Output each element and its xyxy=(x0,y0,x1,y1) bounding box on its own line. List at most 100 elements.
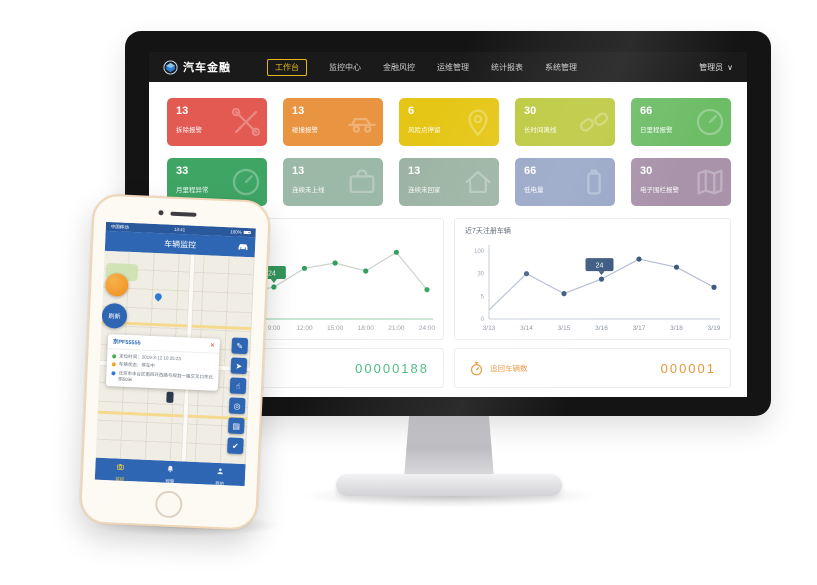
monitor-stand-base xyxy=(336,474,562,496)
stat-tile-1[interactable]: 13 碰撞报警 xyxy=(283,98,383,146)
svg-text:3/13: 3/13 xyxy=(483,325,496,332)
stat-tile-0[interactable]: 13 拆除报警 xyxy=(167,98,267,146)
svg-text:18:00: 18:00 xyxy=(358,325,375,332)
stat-tile-9[interactable]: 30 电子围栏报警 xyxy=(631,158,731,206)
tab-label: 预警 xyxy=(165,478,175,484)
nav-item-1[interactable]: 监控中心 xyxy=(329,62,361,72)
recovered-count-value: 000001 xyxy=(660,360,716,376)
weekly-chart-panel: 近7天注册车辆 0 5 30 100 3/13 3/14 3/15 3/16 3/17 3/18 3… xyxy=(454,218,731,340)
tile-label: 长时间离线 xyxy=(524,127,557,135)
nav-item-0[interactable]: 工作台 xyxy=(267,58,307,76)
list-icon[interactable]: ▤ xyxy=(227,417,245,435)
row-dot-icon xyxy=(111,362,116,367)
tile-value: 13 xyxy=(408,165,421,177)
tools-icon xyxy=(229,105,263,139)
nav-menu: 工作台 监控中心 金融风控 运维管理 统计报表 系统管理 xyxy=(267,58,577,76)
line-chart-svg: 0 5 30 100 3/13 3/14 3/15 3/16 3/17 3/18 3/19 24 xyxy=(474,245,721,332)
alert-fab[interactable] xyxy=(104,272,129,297)
tab-1[interactable]: 预警 xyxy=(145,460,196,484)
carrier-label: 中国移动 xyxy=(110,223,129,230)
svg-text:30: 30 xyxy=(477,272,484,278)
brand-logo-icon xyxy=(163,59,178,75)
plate-number: 京PF55555 xyxy=(112,339,141,347)
top-nav: 汽车金融 工作台 监控中心 金融风控 运维管理 统计报表 系统管理 管理员 ∨ xyxy=(149,52,747,82)
svg-text:5: 5 xyxy=(481,294,485,300)
car-icon[interactable] xyxy=(237,241,250,254)
touch-icon[interactable]: ☝ xyxy=(229,377,247,395)
tile-value: 13 xyxy=(292,105,305,117)
svg-text:24:00: 24:00 xyxy=(419,325,436,332)
battery-icon xyxy=(577,165,611,199)
svg-text:3/16: 3/16 xyxy=(595,325,608,332)
tile-value: 30 xyxy=(640,165,653,177)
tab-0[interactable]: 监控 xyxy=(95,458,146,482)
briefcase-icon xyxy=(345,165,379,199)
counters-row: 00000188 追回车辆数 000001 xyxy=(167,348,731,388)
svg-text:3/15: 3/15 xyxy=(558,325,571,332)
stat-tile-3[interactable]: 30 长时间离线 xyxy=(515,98,615,146)
tile-label: 风险点停留 xyxy=(408,127,441,135)
collision-icon xyxy=(345,105,379,139)
vehicle-card-rows: 定位时间：2019-3-12 10:25:23 车辆状态：停车中 北京市丰台区南四环… xyxy=(106,349,219,391)
user-name: 管理员 xyxy=(699,62,724,72)
nav-item-5[interactable]: 系统管理 xyxy=(545,62,577,72)
edit-icon[interactable]: ✎ xyxy=(231,337,249,355)
person-icon xyxy=(216,461,225,479)
map-pin-icon xyxy=(461,105,495,139)
svg-text:21:00: 21:00 xyxy=(388,325,405,332)
phone-screen: 中国移动 13:41 100% 车辆监控 刷新 xyxy=(94,221,256,487)
user-menu[interactable]: 管理员 ∨ xyxy=(699,62,733,73)
vehicle-info-card: 京PF55555 × 定位时间：2019-3-12 10:25:23 车辆状态：停… xyxy=(105,334,221,391)
camera-icon xyxy=(116,457,125,475)
svg-text:12:00: 12:00 xyxy=(296,325,313,332)
svg-text:100: 100 xyxy=(474,249,485,255)
battery-label: 100% xyxy=(230,229,251,235)
chain-icon xyxy=(577,105,611,139)
svg-text:24: 24 xyxy=(596,263,604,270)
map-road xyxy=(97,410,248,421)
nav-item-4[interactable]: 统计报表 xyxy=(491,62,523,72)
tile-value: 30 xyxy=(524,105,537,117)
stat-tiles: 13 拆除报警 13 碰撞报警 6 风险点停留 30 长时间离线 66 日里程报警 33 月里程异常 1… xyxy=(167,98,731,206)
svg-text:3/18: 3/18 xyxy=(670,325,683,332)
stat-tile-8[interactable]: 66 低电量 xyxy=(515,158,615,206)
weekly-line-chart: 0 5 30 100 3/13 3/14 3/15 3/16 3/17 3/18 3/19 24 xyxy=(459,235,726,337)
stat-tile-7[interactable]: 13 连续未回家 xyxy=(399,158,499,206)
stat-tile-6[interactable]: 13 连续未上线 xyxy=(283,158,383,206)
svg-text:9:00: 9:00 xyxy=(268,325,281,332)
vehicle-marker[interactable] xyxy=(166,391,174,403)
house-icon xyxy=(461,165,495,199)
phone-page-title: 车辆监控 xyxy=(163,238,197,250)
close-icon[interactable]: × xyxy=(209,340,215,350)
refresh-fab[interactable]: 刷新 xyxy=(101,302,128,329)
nav-item-3[interactable]: 运维管理 xyxy=(437,62,469,72)
tile-label: 低电量 xyxy=(524,187,544,195)
row-text: 北京市丰台区南四环西路与规划一路交叉口东北侧50米 xyxy=(118,370,213,383)
map-toolbar: ✎ ➤ ☝ ◎ ▤ ✔ xyxy=(227,337,249,455)
chart-title: 近7天注册车辆 xyxy=(465,228,511,235)
check-icon[interactable]: ✔ xyxy=(227,437,244,455)
tile-value: 66 xyxy=(524,165,537,177)
bell-icon xyxy=(166,459,175,477)
front-camera-icon xyxy=(158,210,164,216)
tile-label: 拆除报警 xyxy=(176,127,202,135)
stat-tile-2[interactable]: 6 风险点停留 xyxy=(399,98,499,146)
nav-item-2[interactable]: 金融风控 xyxy=(383,62,415,72)
tile-label: 日里程报警 xyxy=(640,127,673,135)
tile-label: 连续未回家 xyxy=(408,187,441,195)
send-icon[interactable]: ➤ xyxy=(230,357,248,375)
tile-label: 连续未上线 xyxy=(292,187,325,195)
home-button[interactable] xyxy=(154,490,183,519)
svg-text:15:00: 15:00 xyxy=(327,325,344,332)
tab-2[interactable]: 我的 xyxy=(195,462,246,486)
svg-text:3/19: 3/19 xyxy=(708,325,721,332)
target-icon[interactable]: ◎ xyxy=(228,397,246,415)
map-view[interactable]: 刷新 京PF55555 × 定位时间：2019-3-12 10:25:23 车辆状… xyxy=(95,250,255,465)
phone-header: 车辆监控 xyxy=(104,230,256,258)
clock-label: 13:41 xyxy=(173,226,186,233)
svg-text:24: 24 xyxy=(268,271,276,278)
stat-tile-4[interactable]: 66 日里程报警 xyxy=(631,98,731,146)
tab-label: 我的 xyxy=(215,480,225,486)
gauge-icon xyxy=(693,105,727,139)
